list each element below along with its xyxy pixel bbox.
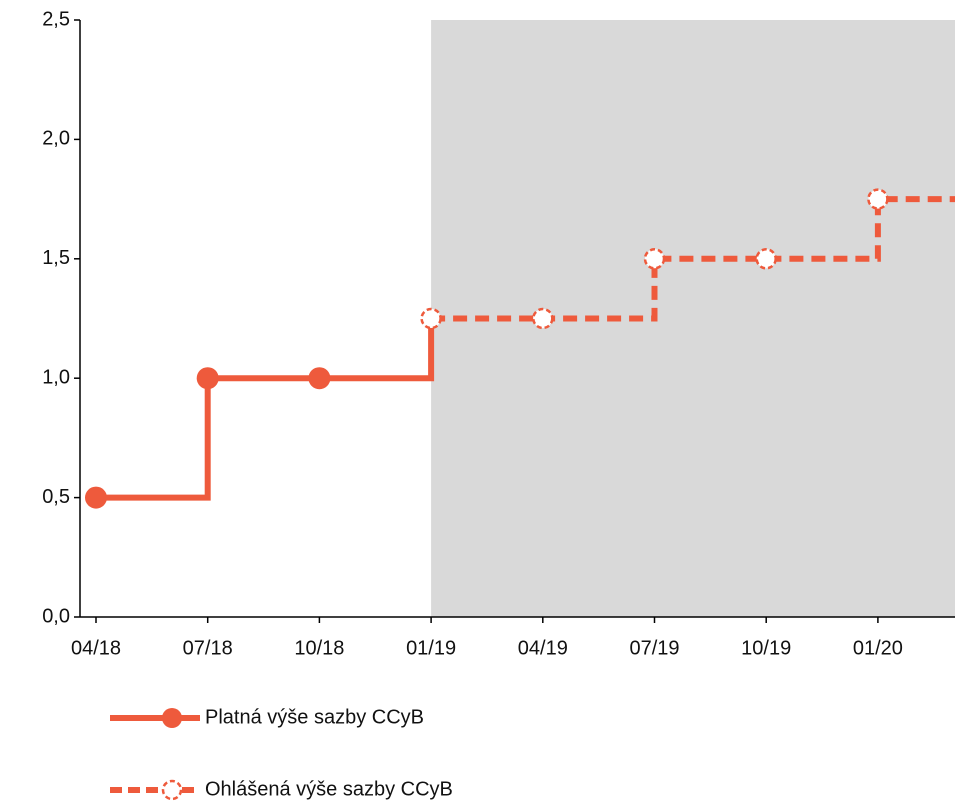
y-tick-label: 1,5 bbox=[42, 247, 70, 269]
shaded-region bbox=[431, 20, 956, 617]
x-tick-label: 01/19 bbox=[406, 637, 456, 659]
legend-label: Platná výše sazby CCyB bbox=[205, 706, 424, 728]
x-tick-label: 04/18 bbox=[71, 637, 121, 659]
point bbox=[85, 486, 107, 509]
legend-label: Ohlášená výše sazby CCyB bbox=[205, 778, 453, 800]
point bbox=[196, 367, 219, 390]
y-tick-label: 1,0 bbox=[42, 366, 70, 388]
x-tick-label: 10/18 bbox=[294, 637, 344, 659]
series-line bbox=[431, 196, 955, 322]
x-tick-label: 10/19 bbox=[741, 637, 791, 659]
y-tick-label: 2,5 bbox=[42, 8, 70, 30]
series-line bbox=[96, 318, 435, 501]
point bbox=[532, 307, 554, 330]
legend-marker bbox=[161, 779, 183, 801]
x-tick-label: 04/19 bbox=[518, 637, 568, 659]
point bbox=[308, 367, 331, 390]
legend-marker bbox=[162, 708, 182, 728]
point bbox=[420, 307, 442, 330]
point bbox=[867, 188, 889, 210]
x-tick-label: 07/18 bbox=[183, 637, 233, 659]
x-tick-label: 07/19 bbox=[629, 637, 679, 659]
y-tick-label: 0,5 bbox=[42, 486, 70, 508]
x-tick-label: 01/20 bbox=[853, 637, 903, 659]
y-tick-label: 2,0 bbox=[42, 128, 70, 150]
point bbox=[643, 248, 666, 270]
point bbox=[755, 248, 777, 270]
y-tick-label: 0,0 bbox=[42, 605, 70, 627]
